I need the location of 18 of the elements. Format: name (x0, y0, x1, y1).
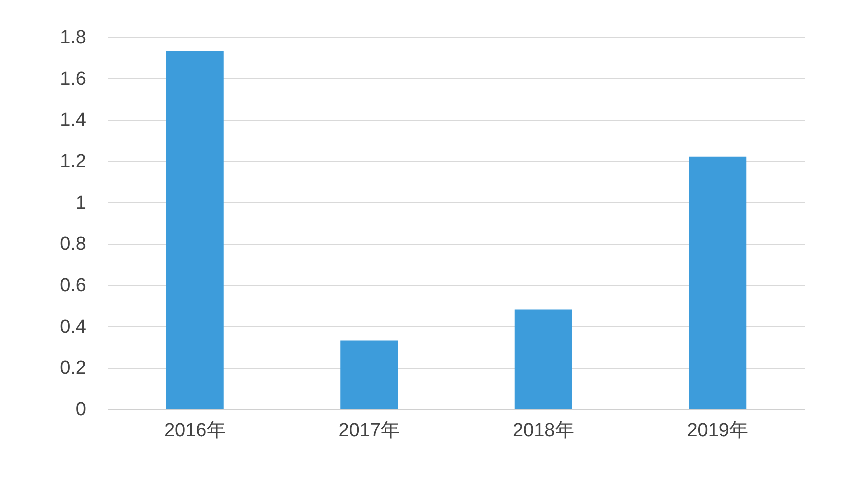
y-tick-label: 0.4 (60, 316, 87, 338)
y-tick-label: 1.2 (60, 152, 86, 172)
y-tick-label: 1.4 (60, 110, 87, 132)
y-tick-label: 0.8 (60, 234, 86, 256)
x-tick-label: 2016年 (164, 420, 226, 442)
bar (340, 340, 398, 409)
x-tick-label: 2017年 (338, 420, 400, 442)
y-tick-label: 1.8 (60, 28, 86, 48)
y-tick-label: 1.6 (60, 68, 86, 90)
y-tick-label: 1 (76, 192, 86, 214)
y-tick-label: 0 (76, 400, 86, 420)
bar (514, 310, 572, 409)
y-tick-label: 0.2 (60, 358, 86, 380)
bar (166, 51, 224, 409)
x-tick-label: 2019年 (687, 420, 749, 442)
y-tick-label: 0.6 (60, 276, 86, 296)
bar (689, 156, 747, 409)
x-tick-label: 2018年 (512, 420, 574, 442)
